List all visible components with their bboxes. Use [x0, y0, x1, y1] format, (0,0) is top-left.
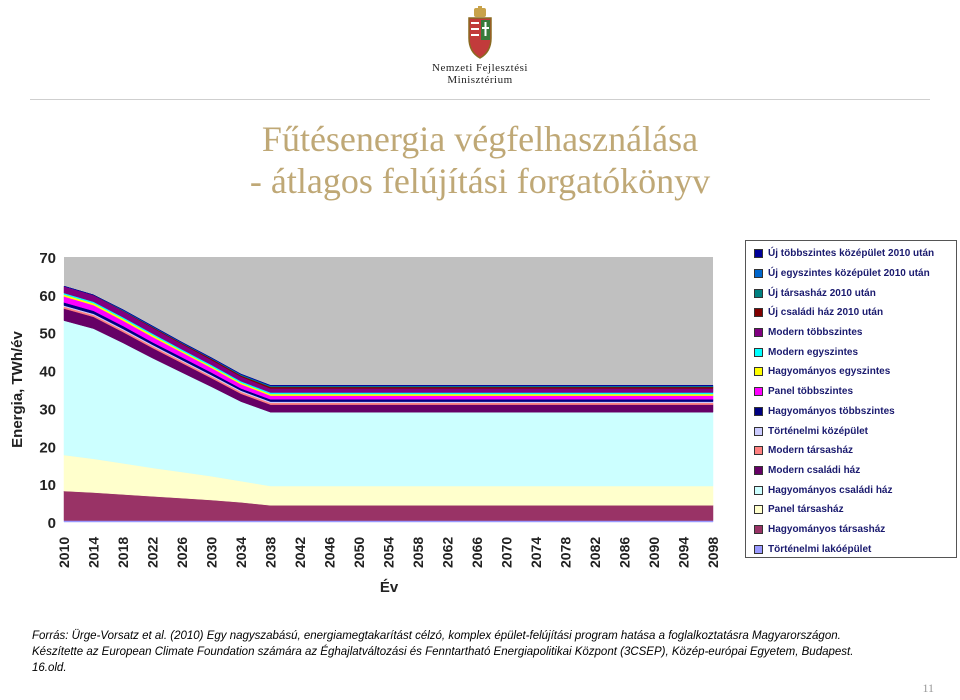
x-tick-label: 2074 [528, 537, 544, 568]
chart-area: 0 10 20 30 40 50 60 70 2010 2014 2018 2022 2026 2030 2… [0, 235, 960, 615]
legend-swatch [754, 328, 763, 338]
x-tick-label: 2022 [145, 537, 161, 568]
area-series-15 [63, 285, 714, 386]
x-tick-label: 2014 [86, 537, 102, 568]
slide-title: Fűtésenergia végfelhasználása - átlagos … [130, 118, 830, 202]
x-tick-label: 2054 [381, 537, 397, 568]
legend-label: Modern társasház [768, 445, 854, 457]
x-tick-label: 2078 [558, 537, 574, 568]
x-tick-label: 2070 [499, 537, 515, 568]
logo-text-line2: Minisztérium [447, 74, 513, 86]
y-tick-label: 10 [39, 477, 56, 494]
legend-item: Modern többszintes [754, 323, 956, 343]
x-tick-label: 2046 [322, 537, 338, 568]
legend-label: Panel többszintes [768, 386, 854, 398]
legend-swatch [754, 308, 763, 318]
legend-item: Hagyományos egyszintes [754, 362, 956, 382]
legend-item: Hagyományos családi ház [754, 480, 956, 500]
x-tick-label: 2030 [204, 537, 220, 568]
x-tick-label: 2034 [233, 537, 249, 568]
header-divider [30, 99, 930, 100]
legend-label: Modern egyszintes [768, 346, 859, 358]
chart-legend: Új többszintes középület 2010 után Új egy… [745, 240, 957, 558]
legend-item: Modern egyszintes [754, 342, 956, 362]
y-tick-label: 20 [39, 439, 56, 456]
source-line1: Forrás: Ürge-Vorsatz et al. (2010) Egy n… [32, 630, 841, 642]
legend-swatch [754, 465, 763, 475]
logo-text-line1: Nemzeti Fejlesztési [432, 62, 528, 74]
legend-label: Új egyszintes középület 2010 után [768, 268, 930, 280]
y-tick-label: 30 [39, 401, 56, 418]
x-tick-label: 2062 [440, 537, 456, 568]
legend-swatch [754, 288, 763, 298]
y-tick-label: 40 [39, 364, 56, 381]
slide-title-line2: - átlagos felújítási forgatókönyv [249, 161, 711, 201]
ministry-logo: Nemzeti Fejlesztési Minisztérium [420, 6, 540, 96]
x-tick-label: 2098 [705, 537, 721, 568]
legend-label: Új családi ház 2010 után [768, 307, 884, 319]
legend-item: Panel társasház [754, 500, 956, 520]
legend-item: Új többszintes középület 2010 után [754, 244, 956, 264]
y-tick-label: 50 [39, 326, 56, 343]
x-tick-label: 2018 [115, 537, 131, 568]
source-line3: 16.old. [32, 662, 67, 674]
legend-swatch [754, 347, 763, 357]
coat-of-arms-icon [468, 6, 492, 59]
page-number: 11 [922, 681, 934, 695]
x-tick-label: 2086 [617, 537, 633, 568]
legend-swatch [754, 387, 763, 397]
legend-item: Történelmi lakóépület [754, 539, 956, 559]
y-tick-label: 70 [39, 250, 56, 267]
legend-swatch [754, 249, 763, 259]
y-tick-label: 60 [39, 288, 56, 305]
legend-label: Panel társasház [768, 504, 844, 516]
legend-item: Új családi ház 2010 után [754, 303, 956, 323]
legend-item: Új egyszintes középület 2010 után [754, 264, 956, 284]
x-tick-label: 2042 [292, 537, 308, 568]
legend-swatch [754, 524, 763, 534]
legend-swatch [754, 406, 763, 416]
legend-swatch [754, 269, 763, 279]
legend-item: Hagyományos többszintes [754, 402, 956, 422]
legend-swatch [754, 485, 763, 495]
legend-label: Hagyományos többszintes [768, 405, 895, 417]
legend-item: Modern családi ház [754, 461, 956, 481]
legend-swatch [754, 426, 763, 436]
legend-label: Új többszintes középület 2010 után [768, 248, 935, 260]
x-tick-label: 2050 [351, 537, 367, 568]
y-axis-label: Energia, TWh/év [9, 331, 26, 448]
legend-label: Történelmi középület [768, 425, 869, 437]
legend-item: Új társasház 2010 után [754, 283, 956, 303]
legend-swatch [754, 505, 763, 515]
legend-label: Modern többszintes [768, 327, 863, 339]
legend-label: Hagyományos családi ház [768, 484, 893, 496]
legend-item: Modern társasház [754, 441, 956, 461]
source-line2: Készítette az European Climate Foundatio… [32, 646, 854, 658]
x-tick-label: 2038 [263, 537, 279, 568]
x-tick-label: 2090 [646, 537, 662, 568]
legend-label: Történelmi lakóépület [768, 543, 872, 555]
legend-swatch [754, 446, 763, 456]
y-tick-label: 0 [48, 515, 56, 532]
x-axis-label: Év [380, 579, 399, 596]
legend-label: Hagyományos társasház [768, 523, 886, 535]
legend-swatch [754, 544, 763, 554]
legend-item: Történelmi középület [754, 421, 956, 441]
legend-label: Új társasház 2010 után [768, 287, 876, 299]
x-tick-label: 2010 [56, 537, 72, 568]
x-tick-label: 2058 [410, 537, 426, 568]
x-tick-label: 2082 [587, 537, 603, 568]
x-tick-label: 2094 [676, 537, 692, 568]
legend-label: Hagyományos egyszintes [768, 366, 891, 378]
legend-label: Modern családi ház [768, 464, 861, 476]
x-tick-label: 2026 [174, 537, 190, 568]
source-note: Forrás: Ürge-Vorsatz et al. (2010) Egy n… [32, 628, 942, 676]
legend-item: Panel többszintes [754, 382, 956, 402]
slide-title-line1: Fűtésenergia végfelhasználása [261, 119, 699, 159]
legend-item: Hagyományos társasház [754, 520, 956, 540]
x-tick-label: 2066 [469, 537, 485, 568]
legend-swatch [754, 367, 763, 377]
